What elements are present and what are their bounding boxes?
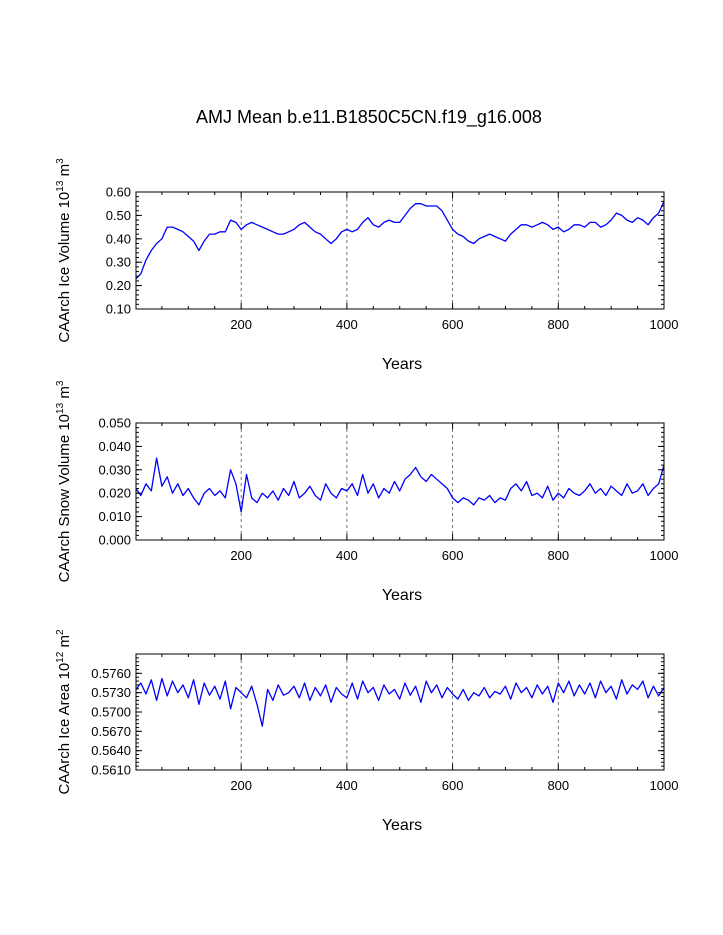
ice-volume-panel-y-tick-label: 0.50 [106, 208, 131, 223]
ice-area-panel-y-axis-title-part: m [56, 635, 73, 652]
ice-area-panel-y-tick-label: 0.5610 [91, 763, 131, 778]
ice-area-panel-x-tick-label: 800 [547, 778, 569, 793]
ice-volume-panel-y-tick-label: 0.20 [106, 278, 131, 293]
snow-volume-panel-y-tick-label: 0.020 [98, 486, 131, 501]
snow-volume-panel-x-tick-label: 1000 [650, 548, 679, 563]
ice-area-panel-x-tick-label: 1000 [650, 778, 679, 793]
ice-area-panel-y-tick-label: 0.5760 [91, 666, 131, 681]
ice-area-panel-y-axis-title-part: 2 [55, 629, 66, 635]
ice-area-panel: 200 400 600 800 1000 0.5610 0.5640 0.5670 0.5700… [55, 629, 678, 834]
ice-area-panel-y-tick-label: 0.5730 [91, 685, 131, 700]
ice-area-panel-series-line [135, 677, 665, 727]
ice-area-panel-x-tick-label: 200 [230, 778, 252, 793]
ice-area-panel-y-axis-title: CAArch Ice Area 1012 m2 [55, 629, 73, 795]
snow-volume-panel-y-tick-label: 0.050 [98, 416, 131, 431]
ice-area-panel-y-tick-label: 0.5640 [91, 743, 131, 758]
snow-volume-panel-y-axis-title-part: 3 [55, 380, 66, 386]
snow-volume-panel-x-tick-label: 600 [442, 548, 464, 563]
snow-volume-panel: 200 400 600 800 1000 0.000 0.010 0.020 0.030 0.04… [55, 380, 678, 604]
ice-volume-panel-x-tick-label: 200 [230, 317, 252, 332]
snow-volume-panel-y-axis-title-part: m [56, 386, 73, 403]
ice-volume-panel-y-tick-label: 0.30 [106, 255, 131, 270]
snow-volume-panel-x-axis-title: Years [382, 587, 422, 604]
ice-volume-panel-y-axis-title-part: 13 [55, 180, 66, 192]
ice-volume-panel-x-axis-title: Years [382, 356, 422, 373]
chart-title: AMJ Mean b.e11.B1850C5CN.f19_g16.008 [196, 107, 542, 128]
ice-area-panel-y-axis-title-part: CAArch Ice Area 10 [56, 663, 73, 795]
snow-volume-panel-y-axis-title: CAArch Snow Volume 1013 m3 [55, 380, 73, 582]
ice-volume-panel-y-tick-label: 0.40 [106, 231, 131, 246]
ice-volume-panel-y-axis-title-part: m [56, 164, 73, 181]
ice-volume-panel-x-tick-label: 1000 [650, 317, 679, 332]
ice-area-panel-y-axis-title-part: 12 [55, 651, 66, 663]
ice-volume-panel-y-axis-title-part: CAArch Ice Volume 10 [56, 192, 73, 343]
ice-volume-panel-x-tick-label: 400 [336, 317, 358, 332]
ice-area-panel-x-tick-label: 600 [442, 778, 464, 793]
ice-area-panel-y-tick-label: 0.5700 [91, 705, 131, 720]
snow-volume-panel-y-axis-title-part: 13 [55, 402, 66, 414]
ice-volume-panel-series-line [135, 201, 665, 280]
ice-area-panel-frame [135, 653, 665, 771]
ice-area-panel-x-tick-label: 400 [336, 778, 358, 793]
snow-volume-panel-x-tick-label: 200 [230, 548, 252, 563]
ice-volume-panel-y-axis-title: CAArch Ice Volume 1013 m3 [55, 158, 73, 343]
ice-volume-panel-y-tick-label: 0.10 [106, 302, 131, 317]
ice-volume-panel-y-axis-title-part: 3 [55, 158, 66, 164]
ice-volume-panel-x-tick-label: 800 [547, 317, 569, 332]
ice-volume-panel-frame [135, 191, 665, 310]
ice-volume-panel-x-tick-label: 600 [442, 317, 464, 332]
snow-volume-panel-y-tick-label: 0.000 [98, 533, 131, 548]
snow-volume-panel-y-axis-title-part: CAArch Snow Volume 10 [56, 414, 73, 582]
ice-volume-panel: 200 400 600 800 1000 0.10 0.20 0.30 0.40 0.50 0.60… [55, 158, 678, 373]
snow-volume-panel-x-tick-label: 800 [547, 548, 569, 563]
snow-volume-panel-y-tick-label: 0.010 [98, 509, 131, 524]
snow-volume-panel-y-tick-label: 0.030 [98, 462, 131, 477]
snow-volume-panel-y-tick-label: 0.040 [98, 439, 131, 454]
ice-area-panel-x-axis-title: Years [382, 817, 422, 834]
snow-volume-panel-series-line [135, 457, 665, 513]
ice-volume-panel-y-tick-label: 0.60 [106, 185, 131, 200]
ice-area-panel-y-tick-label: 0.5670 [91, 724, 131, 739]
snow-volume-panel-frame [135, 422, 665, 541]
snow-volume-panel-x-tick-label: 400 [336, 548, 358, 563]
